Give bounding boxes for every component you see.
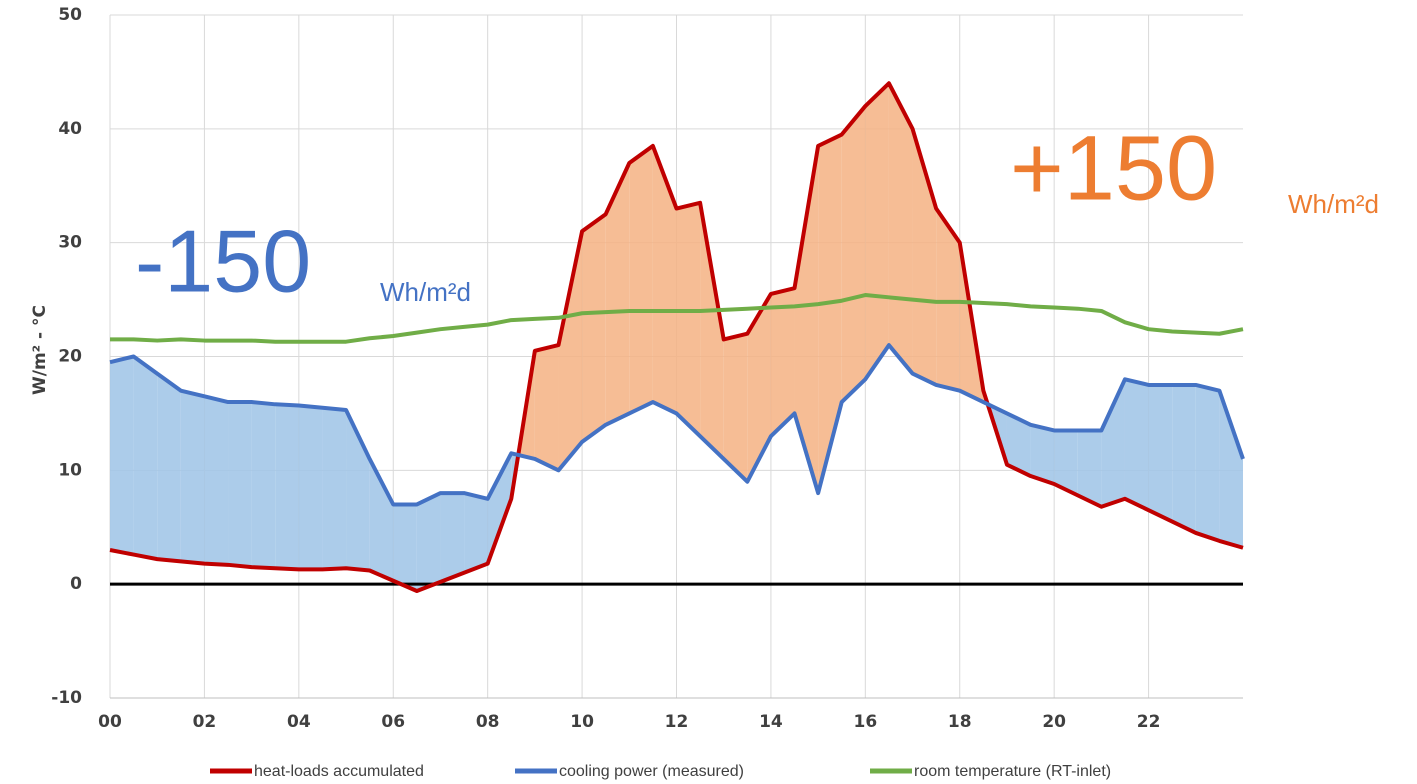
x-tick-label: 20 [1042,712,1066,732]
difference-area [652,145,677,414]
x-tick-label: 06 [381,712,405,732]
x-tick-label: 10 [570,712,594,732]
difference-area [723,333,748,482]
x-tick-label: 16 [853,712,877,732]
difference-area [936,208,960,391]
difference-area [818,134,842,494]
annotation: -150 [135,211,311,310]
legend-label: heat-loads accumulated [254,763,424,780]
y-tick-label: 0 [70,574,82,594]
difference-area [888,83,913,374]
x-tick-label: 22 [1137,712,1161,732]
series-line [109,81,1244,593]
difference-area [1219,390,1243,548]
annotation: Wh/m²d [1288,189,1379,219]
difference-area [1195,384,1220,541]
y-tick-label: 40 [58,119,82,139]
difference-area [558,231,583,471]
difference-area [747,293,771,482]
difference-area [1054,430,1078,496]
x-tick-label: 08 [476,712,500,732]
annotation: Wh/m²d [380,277,471,307]
difference-area [629,145,653,414]
difference-area [275,404,299,570]
difference-area [1148,384,1173,522]
legend-label: cooling power (measured) [559,763,744,780]
difference-area [393,504,417,591]
difference-area [582,214,606,442]
difference-area [605,162,630,425]
difference-area [794,145,819,494]
difference-area [1124,379,1149,511]
y-tick-label: -10 [51,688,82,708]
difference-area [487,453,512,564]
difference-area [464,493,488,573]
difference-area [133,356,158,560]
y-tick-label: 20 [58,347,82,367]
difference-area [416,493,441,591]
difference-area [110,356,134,555]
y-tick-label: 50 [58,5,82,25]
difference-area [228,402,252,568]
difference-area [322,407,347,570]
difference-area [440,493,465,582]
difference-area [865,83,889,380]
difference-area [841,106,866,403]
series-line [109,343,1245,507]
difference-area [676,202,701,437]
difference-area [534,345,559,471]
x-tick-label: 02 [193,712,217,732]
difference-area [157,373,181,562]
y-axis-label: W/m² - °C [30,305,50,395]
difference-area [298,405,323,570]
difference-area [1172,384,1196,533]
x-tick-label: 00 [98,712,122,732]
difference-area [180,390,205,564]
x-tick-label: 04 [287,712,311,732]
difference-area [204,396,229,565]
difference-area [1077,430,1102,507]
difference-area [1030,424,1055,484]
series-line [110,293,1244,344]
difference-area [251,402,276,569]
difference-area [700,202,724,459]
annotation: +150 [1010,117,1217,219]
difference-area [1101,379,1125,507]
difference-area [1006,413,1031,477]
difference-area [770,288,795,437]
legend-label: room temperature (RT-inlet) [914,763,1111,780]
x-tick-label: 18 [948,712,972,732]
difference-area [369,458,394,581]
y-tick-label: 30 [58,233,82,253]
x-tick-label: 14 [759,712,783,732]
x-tick-label: 12 [665,712,689,732]
y-tick-label: 10 [58,460,82,480]
